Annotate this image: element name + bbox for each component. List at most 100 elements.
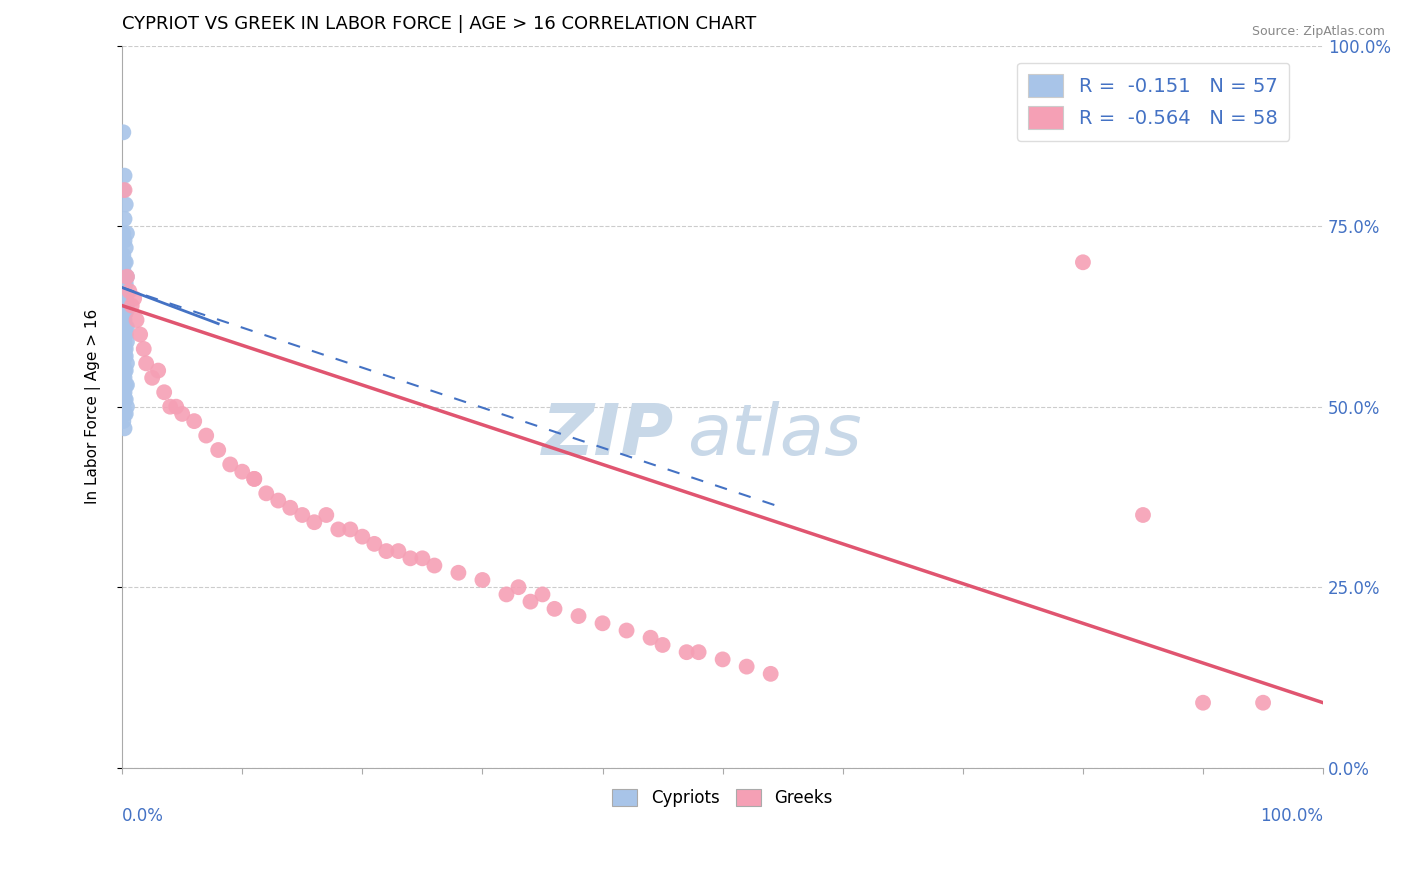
Point [115,269,138,284]
Point [135,356,157,370]
Point [711,652,734,666]
Point [304,515,326,529]
Point [519,594,541,608]
Point [508,580,530,594]
Point [291,508,314,522]
Point [115,378,138,392]
Point [153,385,176,400]
Point [172,407,194,421]
Text: CYPRIOT VS GREEK IN LABOR FORCE | AGE > 16 CORRELATION CHART: CYPRIOT VS GREEK IN LABOR FORCE | AGE > … [122,15,756,33]
Point [112,299,135,313]
Point [640,631,662,645]
Point [114,327,136,342]
Point [315,508,337,522]
Point [114,306,136,320]
Point [114,407,136,421]
Point [114,349,136,363]
Point [543,602,565,616]
Point [1251,696,1274,710]
Point [165,400,187,414]
Point [115,299,138,313]
Point [115,269,138,284]
Point [688,645,710,659]
Point [132,342,155,356]
Point [112,349,135,363]
Point [114,277,136,291]
Point [243,472,266,486]
Point [278,500,301,515]
Point [112,371,135,385]
Point [146,363,169,377]
Point [114,392,136,407]
Point [114,292,136,306]
Point [114,306,136,320]
Point [114,255,136,269]
Point [114,269,136,284]
Point [219,458,242,472]
Point [112,385,135,400]
Text: 0.0%: 0.0% [122,807,165,825]
Point [112,327,135,342]
Point [399,551,422,566]
Point [339,523,361,537]
Point [114,211,136,226]
Point [114,320,136,334]
Point [125,313,148,327]
Point [447,566,470,580]
Point [159,400,181,414]
Point [112,262,135,277]
Point [112,125,135,139]
Point [114,313,136,327]
Legend: Cypriots, Greeks: Cypriots, Greeks [606,782,839,814]
Point [567,609,589,624]
Point [114,169,136,183]
Point [112,400,135,414]
Point [114,378,136,392]
Text: atlas: atlas [686,401,862,470]
Point [471,573,494,587]
Point [254,486,277,500]
Text: Source: ZipAtlas.com: Source: ZipAtlas.com [1251,25,1385,38]
Point [114,392,136,407]
Point [195,428,218,442]
Point [114,292,136,306]
Point [114,407,136,421]
Point [114,363,136,377]
Point [114,371,136,385]
Point [207,442,229,457]
Point [115,320,138,334]
Point [423,558,446,573]
Point [114,241,136,255]
Point [118,284,141,298]
Point [114,327,136,342]
Point [114,363,136,377]
Point [115,356,138,370]
Point [735,659,758,673]
Text: ZIP: ZIP [543,401,675,470]
Point [114,342,136,356]
Point [1071,255,1094,269]
Point [115,227,138,241]
Point [387,544,409,558]
Y-axis label: In Labor Force | Age > 16: In Labor Force | Age > 16 [86,309,101,504]
Point [592,616,614,631]
Point [122,292,145,306]
Point [129,327,152,342]
Point [112,320,135,334]
Point [759,666,782,681]
Point [114,349,136,363]
Point [114,277,136,291]
Point [112,313,135,327]
Point [1132,508,1154,522]
Point [114,421,136,435]
Point [243,472,266,486]
Point [114,197,136,211]
Point [363,537,385,551]
Point [375,544,398,558]
Point [114,234,136,248]
Point [114,385,136,400]
Point [114,255,136,269]
Point [651,638,673,652]
Point [114,342,136,356]
Point [112,248,135,262]
